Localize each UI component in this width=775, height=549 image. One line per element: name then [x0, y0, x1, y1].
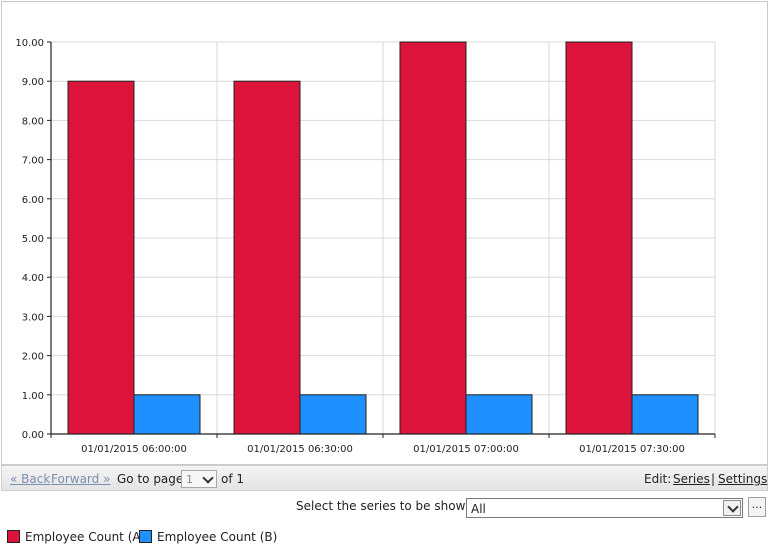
y-tick-label: 6.00: [22, 195, 44, 206]
page-count-label: of 1: [221, 472, 245, 486]
series-select-dropdown-button[interactable]: [723, 500, 741, 516]
x-tick-label: 01/01/2015 06:00:00: [81, 444, 187, 455]
settings-link[interactable]: Settings: [718, 472, 768, 486]
y-tick-label: 2.00: [22, 352, 44, 363]
edit-label: Edit:: [644, 472, 672, 486]
bar-a: [565, 41, 633, 435]
x-tick-label: 01/01/2015 06:30:00: [247, 444, 353, 455]
bar-a: [399, 41, 467, 435]
link-separator: |: [711, 472, 716, 486]
bar-b: [133, 394, 201, 435]
series-select-value: All: [471, 502, 486, 516]
pager-bar: « Back Forward » Go to page 1 of 1 Edit:…: [1, 465, 768, 491]
legend-label-b: Employee Count (B): [157, 530, 278, 544]
page-number-value: 1: [186, 473, 193, 486]
y-tick-label: 8.00: [22, 116, 44, 127]
goto-page-label: Go to page: [117, 472, 184, 486]
y-tick-label: 9.00: [22, 77, 44, 88]
legend-swatch-a: [7, 530, 20, 543]
chevron-down-icon: [727, 501, 739, 513]
y-tick-label: 7.00: [22, 156, 44, 167]
x-tick-label: 01/01/2015 07:30:00: [579, 444, 685, 455]
bar-a: [233, 80, 301, 435]
chart-panel: 0.00 1.00 2.00 3.00 4.00 5.00 6.00 7.00 8.00 9.00…: [1, 1, 768, 465]
bar-b: [631, 394, 699, 435]
x-tick-label: 01/01/2015 07:00:00: [413, 444, 519, 455]
bar-b: [465, 394, 533, 435]
y-tick-label: 10.00: [15, 38, 44, 49]
bar-b: [299, 394, 367, 435]
series-edit-link[interactable]: Series: [673, 472, 710, 486]
y-tick-label: 0.00: [22, 430, 44, 441]
forward-link[interactable]: Forward »: [51, 472, 111, 486]
chevron-down-icon: [202, 472, 214, 484]
more-options-button[interactable]: ...: [748, 497, 766, 517]
legend-swatch-b: [139, 530, 152, 543]
page-number-select[interactable]: 1: [181, 470, 217, 488]
series-select-label: Select the series to be shown:: [296, 499, 478, 513]
y-tick-label: 5.00: [22, 234, 44, 245]
legend-label-a: Employee Count (A): [25, 530, 146, 544]
series-select[interactable]: All: [466, 498, 743, 518]
y-tick-label: 3.00: [22, 312, 44, 323]
back-link[interactable]: « Back: [10, 472, 51, 486]
y-tick-label: 4.00: [22, 273, 44, 284]
y-tick-label: 1.00: [22, 391, 44, 402]
bar-chart: 0.00 1.00 2.00 3.00 4.00 5.00 6.00 7.00 8.00 9.00…: [15, 38, 716, 455]
bar-a: [67, 80, 135, 435]
